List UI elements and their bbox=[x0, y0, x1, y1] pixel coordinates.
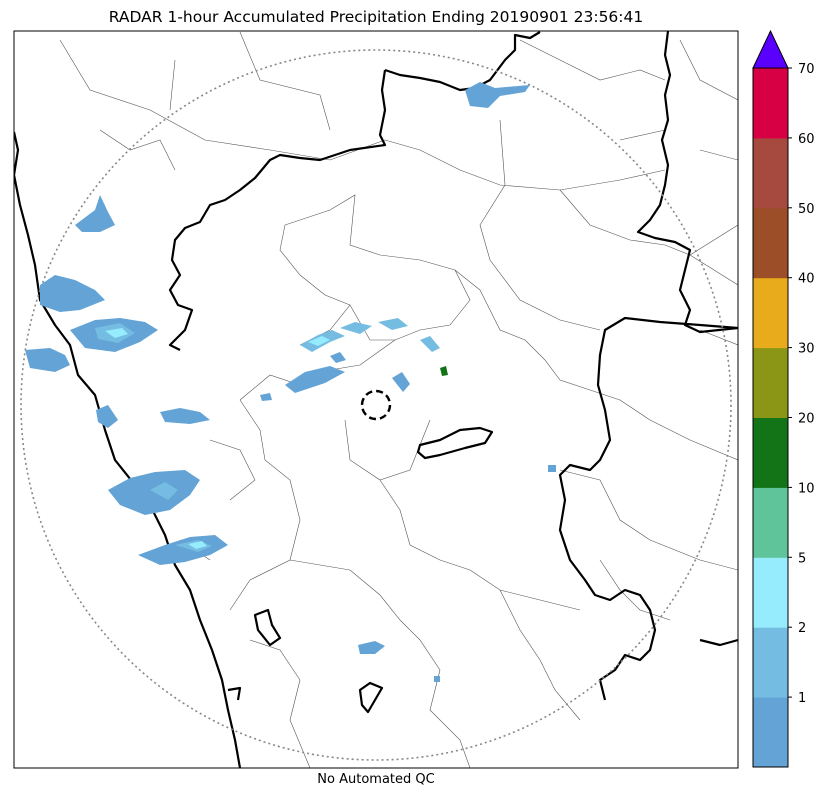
colorbar-tick-label: 10 bbox=[798, 481, 815, 496]
colorbar-bin bbox=[753, 487, 788, 558]
colorbar-bin bbox=[753, 557, 788, 628]
colorbar: 1 2 5 10 20 30 40 50 60 70 bbox=[752, 29, 815, 768]
colorbar-bin bbox=[753, 347, 788, 418]
map-frame bbox=[13, 30, 739, 769]
colorbar-tick-label: 20 bbox=[798, 412, 815, 427]
colorbar-bin bbox=[753, 277, 788, 349]
colorbar-tick-label: 60 bbox=[798, 132, 815, 147]
colorbar-tick-label: 50 bbox=[798, 202, 815, 217]
radar-range-ring bbox=[20, 49, 732, 761]
precipitation-echoes bbox=[25, 82, 556, 682]
colorbar-tick-label: 40 bbox=[798, 272, 815, 287]
colorbar-tick-label: 30 bbox=[798, 342, 815, 357]
colorbar-extend-arrow bbox=[752, 29, 789, 69]
colorbar-bin bbox=[753, 68, 788, 139]
colorbar-bin bbox=[753, 207, 788, 279]
state-boundaries bbox=[14, 31, 738, 768]
colorbar-bin bbox=[753, 627, 788, 698]
district-boundaries bbox=[59, 31, 738, 768]
colorbar-bin bbox=[753, 137, 788, 209]
colorbar-bin bbox=[753, 697, 788, 768]
colorbar-bin bbox=[753, 417, 788, 488]
radar-site-marker bbox=[360, 389, 392, 421]
map-area bbox=[14, 31, 738, 768]
qc-note: No Automated QC bbox=[317, 772, 435, 787]
colorbar-tick-label: 1 bbox=[798, 691, 806, 706]
colorbar-tick-label: 2 bbox=[798, 621, 806, 636]
colorbar-tick-label: 5 bbox=[798, 551, 806, 566]
map-title: RADAR 1-hour Accumulated Precipitation E… bbox=[108, 8, 644, 26]
colorbar-tick-label: 70 bbox=[798, 62, 815, 77]
